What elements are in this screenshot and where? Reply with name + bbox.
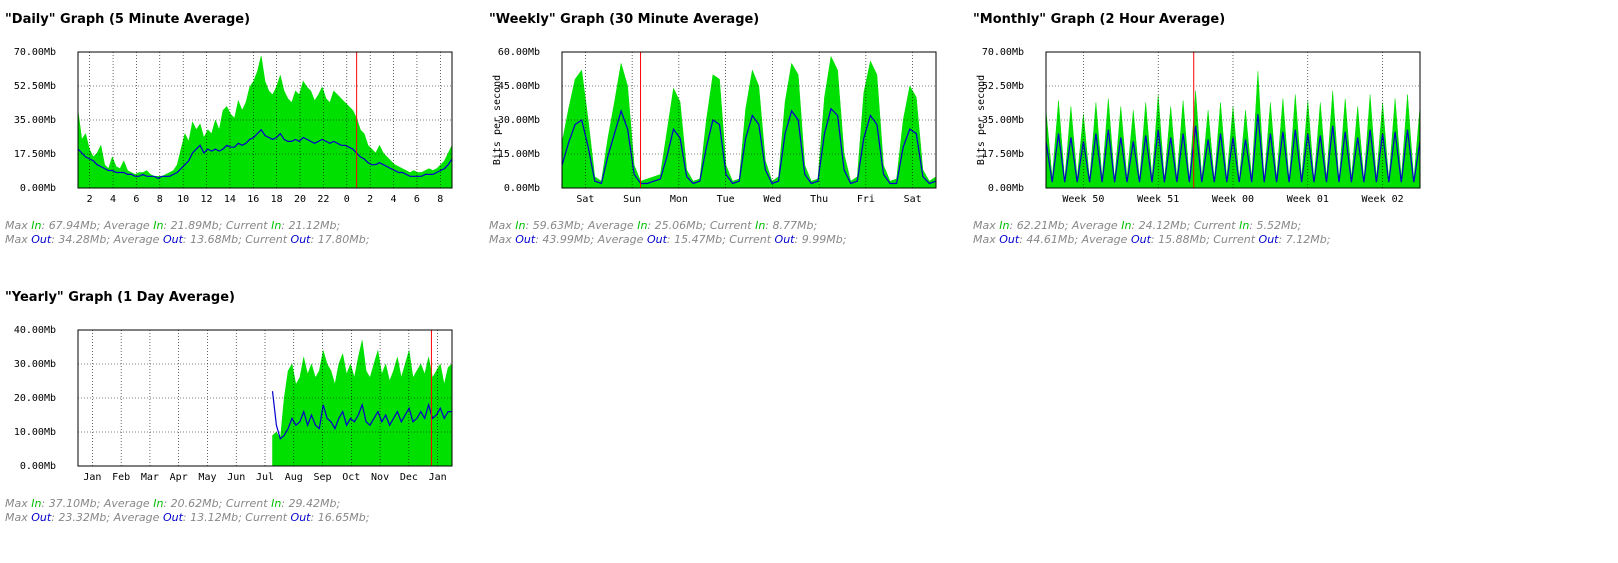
chart-title: "Yearly" Graph (1 Day Average): [5, 290, 235, 305]
stats-out-line: Max Out: 23.32Mb; Average Out: 13.12Mb; …: [5, 511, 370, 524]
chart-title: "Monthly" Graph (2 Hour Average): [973, 12, 1226, 27]
y-tick-label: 52.50Mb: [14, 81, 56, 92]
y-tick-label: 17.50Mb: [982, 149, 1024, 160]
y-tick-label: 0.00Mb: [504, 183, 540, 194]
x-tick-label: Mon: [670, 194, 688, 205]
series-out-line: [77, 128, 453, 179]
plot-frame: [561, 51, 937, 189]
x-tick-label: Week 51: [1137, 194, 1179, 205]
y-tick-label: 20.00Mb: [14, 393, 56, 404]
x-tick-label: Jan: [429, 472, 447, 483]
y-tick-label: 0.00Mb: [988, 183, 1024, 194]
stats-out-line: Max Out: 43.99Mb; Average Out: 15.47Mb; …: [489, 233, 847, 246]
x-tick-label: 22: [317, 194, 329, 205]
y-tick-label: 60.00Mb: [498, 47, 540, 58]
x-tick-label: 2: [87, 194, 93, 205]
x-tick-label: Feb: [112, 472, 130, 483]
chart-title: "Daily" Graph (5 Minute Average): [5, 12, 251, 27]
x-tick-label: 6: [133, 194, 139, 205]
series-in-area: [1045, 71, 1421, 189]
plot-frame: [77, 329, 453, 467]
chart-stats: Max In: 37.10Mb; Average In: 20.62Mb; Cu…: [5, 497, 369, 525]
x-tick-label: Jun: [227, 472, 245, 483]
y-tick-label: 35.00Mb: [982, 115, 1024, 126]
x-tick-label: Week 50: [1062, 194, 1104, 205]
y-tick-label: 40.00Mb: [14, 325, 56, 336]
x-tick-label: Jan: [83, 472, 101, 483]
x-tick-label: 6: [414, 194, 420, 205]
x-tick-label: Jul: [256, 472, 274, 483]
x-tick-label: Thu: [810, 194, 828, 205]
stats-out-line: Max Out: 44.61Mb; Average Out: 15.88Mb; …: [973, 233, 1331, 246]
x-tick-label: 4: [391, 194, 397, 205]
stats-in-line: Max In: 59.63Mb; Average In: 25.06Mb; Cu…: [489, 219, 818, 232]
stats-in-line: Max In: 37.10Mb; Average In: 20.62Mb; Cu…: [5, 497, 341, 510]
x-tick-label: Sat: [904, 194, 922, 205]
weekly-chart: 0.00Mb 15.00Mb 30.00Mb 45.00Mb 60.00Mb Sat Sun…: [492, 47, 937, 205]
y-axis-label: Bits per second: [492, 75, 503, 165]
y-tick-label: 45.00Mb: [498, 81, 540, 92]
y-tick-label: 30.00Mb: [14, 359, 56, 370]
x-tick-label: Tue: [717, 194, 735, 205]
y-tick-label: 52.50Mb: [982, 81, 1024, 92]
x-tick-label: Week 01: [1287, 194, 1329, 205]
x-tick-label: 4: [110, 194, 116, 205]
x-tick-label: 12: [201, 194, 213, 205]
y-tick-label: 0.00Mb: [20, 183, 56, 194]
y-tick-label: 15.00Mb: [498, 149, 540, 160]
monthly-chart: 0.00Mb 17.50Mb 35.00Mb 52.50Mb 70.00Mb Week 5…: [976, 47, 1421, 205]
stats-in-line: Max In: 62.21Mb; Average In: 24.12Mb; Cu…: [973, 219, 1302, 232]
series-out-line: [271, 391, 452, 440]
yearly-chart: 0.00Mb 10.00Mb 20.00Mb 30.00Mb 40.00Mb Jan Feb…: [14, 325, 453, 483]
plot-frame: [1045, 51, 1421, 189]
chart-stats: Max In: 59.63Mb; Average In: 25.06Mb; Cu…: [489, 219, 846, 247]
x-tick-label: Oct: [342, 472, 360, 483]
y-tick-label: 70.00Mb: [14, 47, 56, 58]
weekly-graph-panel: "Weekly" Graph (30 Minute Average) 0.00M…: [489, 12, 949, 252]
x-tick-label: 20: [294, 194, 306, 205]
daily-graph-panel: "Daily" Graph (5 Minute Average) 0.00Mb 1…: [5, 12, 465, 252]
y-axis-label: Bits per second: [976, 75, 987, 165]
x-tick-label: May: [198, 472, 216, 483]
x-tick-label: 8: [157, 194, 163, 205]
x-tick-label: 0: [344, 194, 350, 205]
x-tick-label: 18: [271, 194, 283, 205]
x-tick-label: Wed: [763, 194, 781, 205]
daily-chart: 0.00Mb 17.50Mb 35.00Mb 52.50Mb 70.00Mb 2 4 6 8 10…: [14, 47, 453, 205]
y-tick-label: 10.00Mb: [14, 427, 56, 438]
series-out-line: [561, 107, 937, 185]
y-tick-label: 30.00Mb: [498, 115, 540, 126]
y-tick-label: 0.00Mb: [20, 461, 56, 472]
x-tick-label: Week 00: [1212, 194, 1254, 205]
plot-frame: [77, 51, 453, 189]
x-tick-label: Aug: [285, 472, 303, 483]
x-tick-label: 14: [224, 194, 236, 205]
stats-out-line: Max Out: 34.28Mb; Average Out: 13.68Mb; …: [5, 233, 370, 246]
series-out-line: [1045, 114, 1421, 183]
chart-title: "Weekly" Graph (30 Minute Average): [489, 12, 760, 27]
x-tick-label: Nov: [371, 472, 389, 483]
stats-in-line: Max In: 67.94Mb; Average In: 21.89Mb; Cu…: [5, 219, 341, 232]
x-tick-label: 16: [247, 194, 259, 205]
chart-stats: Max In: 62.21Mb; Average In: 24.12Mb; Cu…: [973, 219, 1330, 247]
x-tick-label: Apr: [170, 472, 188, 483]
x-tick-label: Mar: [141, 472, 159, 483]
x-tick-label: 10: [177, 194, 189, 205]
x-tick-label: Sat: [576, 194, 594, 205]
y-tick-label: 70.00Mb: [982, 47, 1024, 58]
x-tick-label: Week 02: [1362, 194, 1404, 205]
x-tick-label: Dec: [400, 472, 418, 483]
x-tick-label: Fri: [857, 194, 875, 205]
x-tick-label: Sun: [623, 194, 641, 205]
x-tick-label: Sep: [314, 472, 332, 483]
x-tick-label: 2: [367, 194, 373, 205]
y-tick-label: 35.00Mb: [14, 115, 56, 126]
y-tick-label: 17.50Mb: [14, 149, 56, 160]
x-tick-label: 8: [437, 194, 443, 205]
monthly-graph-panel: "Monthly" Graph (2 Hour Average) 0.00Mb 1…: [973, 12, 1433, 252]
yearly-graph-panel: "Yearly" Graph (1 Day Average) 0.00Mb 10.…: [5, 290, 465, 530]
chart-stats: Max In: 67.94Mb; Average In: 21.89Mb; Cu…: [5, 219, 369, 247]
